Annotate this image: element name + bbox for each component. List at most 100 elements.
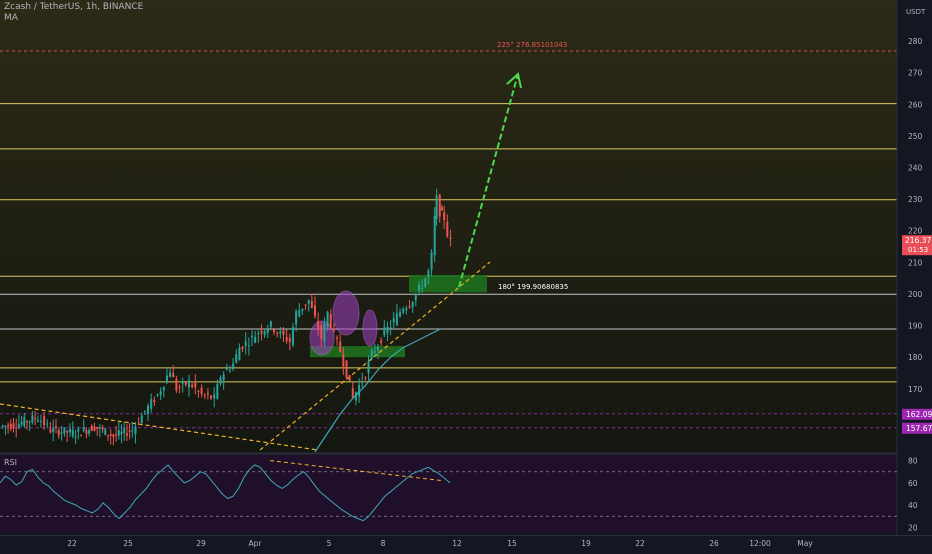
price-tick-label: 240 xyxy=(908,164,923,173)
candle-body xyxy=(389,327,392,329)
price-tick-label: 170 xyxy=(908,385,923,394)
moving-average-line xyxy=(314,328,442,453)
candle-body xyxy=(377,346,379,351)
candles xyxy=(1,188,452,446)
time-tick-label: 8 xyxy=(381,539,386,548)
trendline-descending xyxy=(0,403,319,451)
candle-body xyxy=(326,311,329,328)
level-badge-value-0: 162.09 xyxy=(906,410,932,419)
candle-body xyxy=(351,388,354,398)
candle-body xyxy=(143,410,146,412)
candle-body xyxy=(304,304,307,306)
candle-body xyxy=(46,423,49,425)
candle-body xyxy=(364,377,367,379)
candle-body xyxy=(74,436,77,438)
projection-arrowhead xyxy=(506,72,522,89)
candle-body xyxy=(244,341,247,346)
main-pane-background xyxy=(0,0,897,452)
candle-body xyxy=(66,430,69,433)
target-annotation: 225° 276.85101043 xyxy=(497,41,567,49)
candle-body xyxy=(7,424,10,427)
chart-title: Zcash / TetherUS, 1h, BINANCE xyxy=(4,2,144,12)
rsi-pane-background xyxy=(0,455,897,533)
candle-body xyxy=(63,427,66,434)
candle-body xyxy=(254,336,257,343)
candle-body xyxy=(28,421,31,423)
candle-body xyxy=(12,423,15,428)
candle-body xyxy=(276,332,279,334)
level-badge-1 xyxy=(902,422,932,434)
fib-annotation: 180° 199.90680835 xyxy=(498,283,568,291)
green-zone-lower xyxy=(310,346,405,358)
candle-body xyxy=(279,331,282,334)
candle-body xyxy=(266,329,269,333)
candle-body xyxy=(120,431,123,435)
candle-body xyxy=(307,299,310,304)
candle-body xyxy=(399,311,402,317)
candle-body xyxy=(77,428,80,432)
price-tick-label: 230 xyxy=(908,195,923,204)
candle-body xyxy=(348,374,351,381)
candle-body xyxy=(225,368,228,370)
candle-body xyxy=(98,427,101,429)
price-tick-label: 260 xyxy=(908,100,923,109)
candle-body xyxy=(57,430,60,436)
candle-body xyxy=(4,425,7,427)
candle-body xyxy=(109,434,112,437)
time-tick-label: 19 xyxy=(581,539,591,548)
candle-body xyxy=(96,426,99,429)
time-tick-label: 15 xyxy=(507,539,517,548)
candle-body xyxy=(117,429,120,436)
rsi-tick-label: 20 xyxy=(908,523,918,532)
candle-body xyxy=(370,350,373,360)
candle-body xyxy=(115,434,118,436)
price-tick-label: 220 xyxy=(908,227,923,236)
candle-body xyxy=(291,327,294,346)
candle-body xyxy=(203,394,206,396)
candle-body xyxy=(36,419,39,422)
candle-body xyxy=(336,337,339,339)
candle-body xyxy=(31,415,34,423)
candle-body xyxy=(88,429,91,434)
candle-body xyxy=(449,237,452,239)
candle-body xyxy=(112,434,115,437)
candle-body xyxy=(424,278,427,287)
rsi-trendline xyxy=(269,460,443,482)
candle-body xyxy=(251,335,253,338)
candle-body xyxy=(421,287,424,289)
time-tick-label: 22 xyxy=(67,539,77,548)
candle-body xyxy=(194,381,197,388)
trendline-ascending xyxy=(259,261,491,451)
candle-body xyxy=(156,394,159,396)
candle-body xyxy=(213,394,216,399)
candle-body xyxy=(310,300,313,308)
candle-body xyxy=(104,428,107,435)
candle-body xyxy=(43,416,46,426)
candle-body xyxy=(178,386,181,388)
current-price-badge xyxy=(902,235,932,256)
candle-body xyxy=(69,428,71,433)
candle-body xyxy=(17,424,20,428)
candle-body xyxy=(222,374,225,381)
candle-body xyxy=(361,381,364,383)
price-tick-label: 190 xyxy=(908,322,923,331)
candle-body xyxy=(273,329,276,333)
candle-body xyxy=(339,341,342,352)
rsi-line xyxy=(0,464,451,522)
candle-body xyxy=(332,328,335,331)
candle-body xyxy=(93,426,96,431)
candle-body xyxy=(200,387,203,395)
candle-body xyxy=(427,270,430,277)
candle-body xyxy=(383,327,386,336)
candle-body xyxy=(438,194,441,217)
candle-body xyxy=(85,430,88,434)
candle-body xyxy=(184,382,187,385)
candle-body xyxy=(82,427,85,431)
time-tick-label: May xyxy=(797,539,813,548)
candle-body xyxy=(23,417,26,426)
time-tick-label: 12 xyxy=(452,539,462,548)
candle-body xyxy=(408,306,411,308)
candle-body xyxy=(323,322,326,342)
candle-body xyxy=(210,395,213,399)
